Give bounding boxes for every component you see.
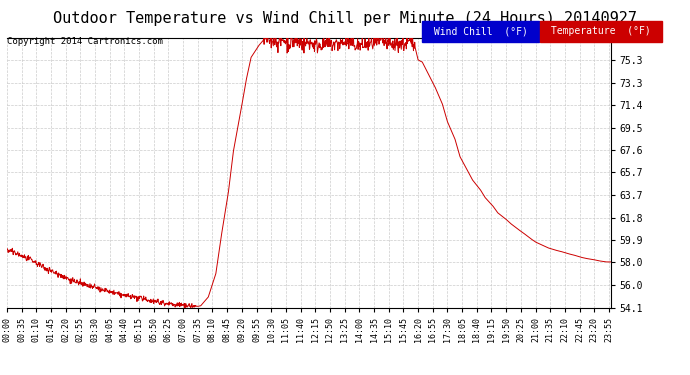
Text: Temperature  (°F): Temperature (°F) [545,26,657,36]
Text: Wind Chill  (°F): Wind Chill (°F) [428,26,533,36]
Text: Outdoor Temperature vs Wind Chill per Minute (24 Hours) 20140927: Outdoor Temperature vs Wind Chill per Mi… [53,11,637,26]
Text: Copyright 2014 Cartronics.com: Copyright 2014 Cartronics.com [7,38,163,46]
